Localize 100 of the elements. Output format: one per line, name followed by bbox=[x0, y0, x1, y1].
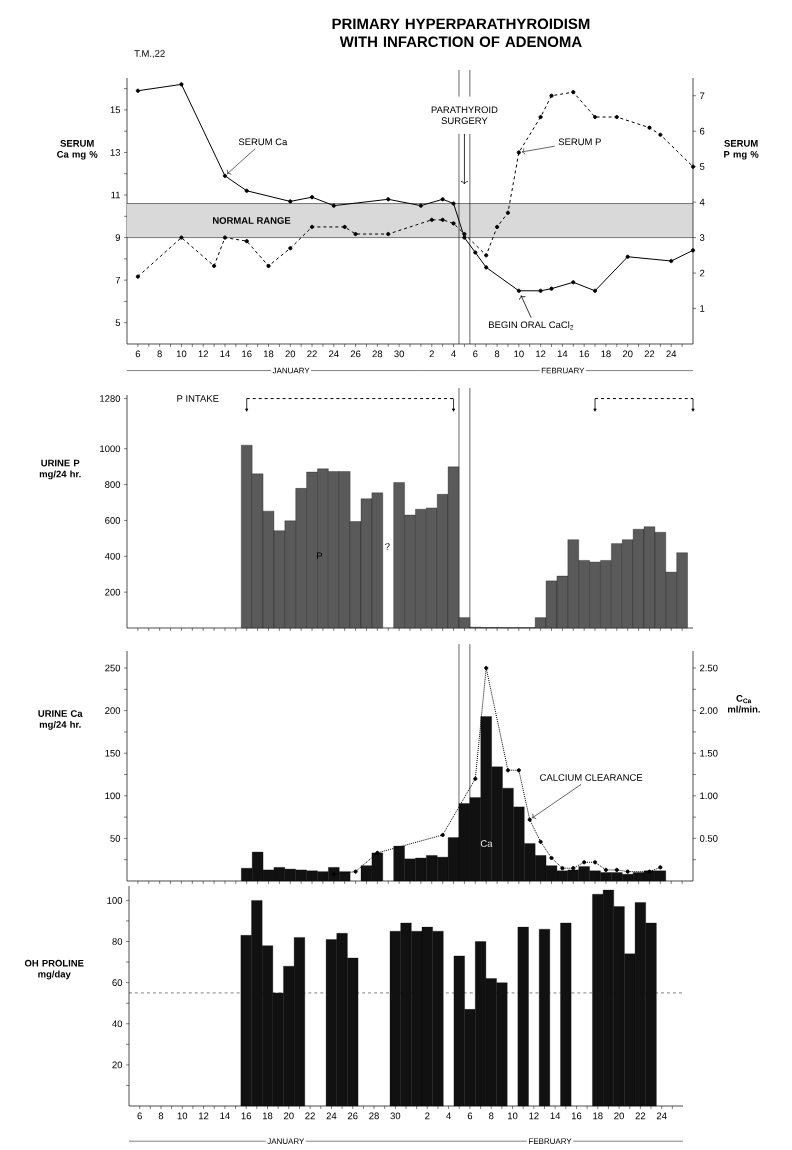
x-tick-label: 20 bbox=[285, 350, 296, 358]
y-tick-label: 250 bbox=[105, 664, 121, 672]
x-tick-label: 22 bbox=[635, 1112, 646, 1120]
y-tick-label: 1000 bbox=[100, 445, 121, 453]
text: SERUM Ca bbox=[238, 138, 288, 146]
x-tick-label: 4 bbox=[446, 1112, 451, 1120]
y-axis-title: URINE Ca mg/24 hr. bbox=[38, 710, 83, 730]
y2-tick-label: 7 bbox=[700, 92, 705, 99]
y2-tick-label: 1.50 bbox=[700, 749, 718, 757]
y2-axis-title: C$_{Ca}$ ml/min. bbox=[728, 695, 760, 713]
ref-line-label: PARATHYROID SURGERY bbox=[431, 106, 498, 125]
x-tick-label: 12 bbox=[198, 350, 208, 358]
x-tick-label: 2 bbox=[429, 350, 434, 358]
annotation: BEGIN ORAL CaCl$_{2}$ bbox=[489, 321, 574, 330]
y-tick-label: 40 bbox=[112, 1020, 123, 1028]
x-tick-label: 12 bbox=[199, 1112, 209, 1120]
x-tick-label: 10 bbox=[507, 1112, 518, 1120]
y-tick-label: 200 bbox=[105, 588, 121, 596]
y-axis-title: OH PROLINE mg/day bbox=[24, 959, 84, 980]
x-tick-label: 16 bbox=[242, 350, 252, 358]
y2-tick-label: 5 bbox=[699, 163, 705, 170]
y2-tick-label: 1 bbox=[700, 305, 705, 312]
x-tick-label: 20 bbox=[622, 350, 633, 358]
y-tick-label: 9 bbox=[115, 234, 121, 241]
x-tick-label: 24 bbox=[656, 1112, 667, 1120]
x-tick-label: 18 bbox=[593, 1112, 603, 1120]
x-tick-label: 4 bbox=[451, 350, 456, 358]
y2-tick-label: 0.50 bbox=[699, 835, 718, 842]
y-tick-label: 13 bbox=[110, 149, 121, 156]
annotation: ? bbox=[385, 543, 390, 550]
x-tick-label: 28 bbox=[369, 1112, 379, 1120]
x-tick-label: 18 bbox=[263, 350, 274, 358]
y2-axis-title: SERUM P mg % bbox=[724, 140, 759, 160]
y2-tick-label: 2.00 bbox=[699, 707, 718, 714]
x-tick-label: 14 bbox=[220, 1112, 230, 1120]
y-tick-label: 11 bbox=[111, 191, 121, 199]
x-tick-label: 18 bbox=[601, 350, 611, 358]
x-tick-label: 12 bbox=[529, 1112, 539, 1120]
x-tick-label: 24 bbox=[326, 1112, 337, 1120]
x-tick-label: 18 bbox=[262, 1112, 273, 1120]
y-tick-label: 5 bbox=[115, 319, 121, 327]
y-axis-title: URINE P mg/24 hr. bbox=[39, 459, 81, 480]
x-tick-label: 28 bbox=[372, 350, 383, 358]
y2-tick-label: 4 bbox=[699, 198, 705, 206]
x-tick-label: 6 bbox=[473, 350, 478, 358]
x-tick-label: 22 bbox=[305, 1112, 315, 1120]
text: P INTAKE bbox=[177, 395, 219, 402]
y-tick-label: 200 bbox=[105, 707, 121, 714]
y-tick-label: 20 bbox=[112, 1061, 123, 1069]
x-tick-label: 10 bbox=[177, 1112, 188, 1120]
series-label: P bbox=[317, 552, 323, 560]
y-tick-label: 50 bbox=[110, 835, 121, 842]
x-tick-label: 30 bbox=[394, 350, 404, 358]
series-label: CALCIUM CLEARANCE bbox=[540, 774, 643, 781]
x-tick-label: 10 bbox=[514, 350, 524, 358]
x-tick-label: 8 bbox=[157, 350, 162, 358]
y2-tick-label: 3 bbox=[699, 234, 705, 241]
x-tick-label: 12 bbox=[536, 350, 546, 358]
y-tick-label: 150 bbox=[105, 749, 121, 757]
x-tick-label: 26 bbox=[347, 1112, 358, 1120]
x-tick-label: 26 bbox=[350, 350, 361, 358]
text: SERUM P bbox=[558, 138, 601, 146]
y-tick-label: 600 bbox=[105, 517, 121, 524]
x-tick-label: 14 bbox=[220, 350, 230, 358]
x-tick-label: 14 bbox=[557, 350, 568, 358]
x-tick-label: 14 bbox=[550, 1112, 561, 1120]
x-tick-label: 22 bbox=[644, 350, 655, 358]
x-tick-label: 20 bbox=[284, 1112, 294, 1120]
x-tick-label: 6 bbox=[137, 1112, 142, 1120]
x-tick-label: 16 bbox=[579, 350, 589, 358]
y2-tick-label: 2 bbox=[699, 269, 705, 277]
y2-tick-label: 2.50 bbox=[699, 664, 718, 672]
x-tick-label: 24 bbox=[666, 350, 677, 358]
x-tick-label: 6 bbox=[135, 350, 141, 358]
x-tick-label: 2 bbox=[425, 1112, 430, 1120]
y-tick-label: 100 bbox=[105, 792, 121, 800]
y-axis-title: SERUM Ca mg % bbox=[57, 140, 98, 160]
y-tick-label: 7 bbox=[115, 276, 121, 284]
chart-title: PRIMARY HYPERPARATHYROIDISM WITH INFARCTION OF ADENOMA bbox=[332, 18, 590, 48]
x-tick-label: 30 bbox=[390, 1112, 401, 1120]
x-tick-label: 8 bbox=[158, 1112, 164, 1120]
y-tick-label: 800 bbox=[105, 481, 121, 488]
x-tick-label: 10 bbox=[176, 350, 187, 358]
x-tick-label: 24 bbox=[329, 350, 339, 358]
x-tick-label: 8 bbox=[489, 1112, 494, 1120]
y2-tick-label: 1.00 bbox=[700, 792, 718, 800]
text: T.M.,22 bbox=[134, 50, 165, 58]
x-tick-label: 16 bbox=[571, 1112, 582, 1120]
x-tick-label: 6 bbox=[467, 1112, 473, 1120]
y-tick-label: 1280 bbox=[100, 395, 121, 402]
x-tick-label: 16 bbox=[241, 1112, 252, 1120]
series-label: Ca bbox=[480, 840, 493, 847]
x-tick-label: 20 bbox=[614, 1112, 624, 1120]
y-tick-label: 100 bbox=[107, 897, 123, 904]
x-tick-label: 8 bbox=[494, 350, 500, 358]
x-tick-label: 22 bbox=[307, 350, 317, 358]
y-tick-label: 400 bbox=[104, 552, 121, 560]
y2-tick-label: 6 bbox=[700, 127, 705, 135]
y-tick-label: 15 bbox=[110, 106, 121, 114]
band-label: NORMAL RANGE bbox=[212, 217, 291, 224]
